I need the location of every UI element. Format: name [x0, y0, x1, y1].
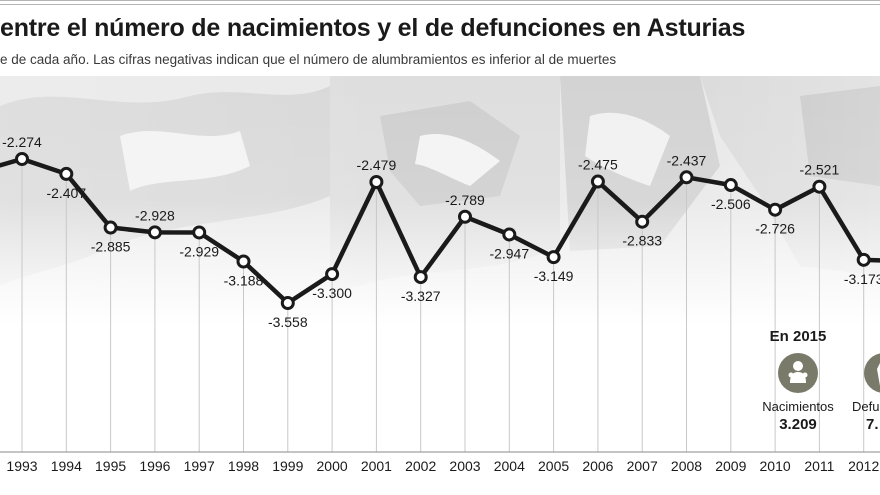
data-label-2012: -3.173 [844, 271, 880, 287]
inset-births-label: Nacimientos [762, 399, 834, 414]
inset-deaths-label: Defu [852, 399, 880, 414]
x-tick-label-2007: 2007 [627, 458, 658, 474]
data-label-2004: -2.947 [489, 245, 529, 261]
data-point-2008 [679, 170, 694, 185]
x-tick-label-2009: 2009 [715, 458, 746, 474]
data-point-2001 [369, 174, 384, 189]
data-point-1998 [236, 254, 251, 269]
top-rule [0, 0, 880, 6]
data-label-1994: -2.407 [46, 185, 86, 201]
data-point-2000 [325, 267, 340, 282]
x-tick-label-1995: 1995 [95, 458, 126, 474]
data-label-1996: -2.928 [135, 207, 175, 223]
x-tick-label-2005: 2005 [538, 458, 569, 474]
data-point-1995 [103, 220, 118, 235]
inset-deaths: . Defu 7. [846, 328, 880, 433]
data-label-2008: -2.437 [667, 152, 707, 168]
data-label-2002: -3.327 [401, 288, 441, 304]
data-point-2010 [768, 202, 783, 217]
x-tick-label-1998: 1998 [228, 458, 259, 474]
data-label-2009: -2.506 [711, 196, 751, 212]
x-tick-label-2012: 2012 [848, 458, 879, 474]
data-point-1993 [15, 152, 29, 166]
chart-subtitle: e de cada año. Las cifras negativas indi… [0, 52, 617, 67]
data-label-2007: -2.833 [622, 233, 662, 249]
baby-icon [778, 353, 818, 393]
x-tick-label-2011: 2011 [804, 458, 834, 474]
chart-title: entre el número de nacimientos y el de d… [0, 14, 746, 42]
data-point-2011 [812, 179, 827, 194]
data-point-2007 [635, 214, 650, 229]
data-point-2012 [856, 252, 871, 267]
inset-births-value: 3.209 [779, 416, 817, 433]
x-tick-label-2001: 2001 [361, 458, 392, 474]
series-line [21, 156, 866, 306]
data-point-1996 [147, 225, 162, 240]
x-tick-label-2008: 2008 [671, 458, 702, 474]
data-label-1993: -2.274 [2, 134, 42, 150]
data-point-2003 [458, 209, 472, 224]
data-point-1999 [280, 296, 295, 310]
x-tick-label-1994: 1994 [51, 458, 82, 474]
x-tick-label-1997: 1997 [184, 458, 215, 474]
x-tick-label-1996: 1996 [139, 458, 170, 474]
data-point-2002 [413, 270, 428, 285]
x-tick-label-2004: 2004 [494, 458, 525, 474]
data-point-2005 [546, 250, 561, 265]
x-tick-label-2000: 2000 [317, 458, 348, 474]
x-tick-label-2003: 2003 [449, 458, 480, 474]
x-tick-label-1993: 1993 [6, 458, 37, 474]
data-label-1997: -2.929 [179, 243, 219, 259]
x-tick-label-1999: 1999 [272, 458, 303, 474]
data-point-2004 [502, 227, 517, 242]
inset-2015: En 2015 Nacimientos 3.209 [748, 328, 848, 433]
data-label-2005: -3.149 [534, 268, 574, 284]
inset-deaths-value: 7. [866, 416, 879, 433]
data-label-2000: -3.300 [312, 285, 352, 301]
x-tick-label-2006: 2006 [582, 458, 613, 474]
data-label-1999: -3.558 [268, 314, 308, 330]
data-label-2003: -2.789 [445, 192, 485, 208]
data-point-1997 [192, 225, 207, 240]
coffin-icon [864, 353, 880, 393]
data-label-2010: -2.726 [755, 221, 795, 237]
background-photo [0, 76, 880, 326]
data-label-1995: -2.885 [91, 239, 131, 255]
x-tick-label-2002: 2002 [405, 458, 436, 474]
data-label-2001: -2.479 [357, 157, 397, 173]
data-point-1994 [59, 166, 74, 181]
data-point-2009 [723, 178, 738, 193]
data-point-2006 [590, 174, 605, 189]
inset-heading: En 2015 [769, 328, 827, 345]
x-tick-label-2010: 2010 [760, 458, 791, 474]
data-label-1998: -3.188 [224, 273, 264, 289]
data-label-2011: -2.521 [800, 162, 840, 178]
data-label-2006: -2.475 [578, 157, 618, 173]
